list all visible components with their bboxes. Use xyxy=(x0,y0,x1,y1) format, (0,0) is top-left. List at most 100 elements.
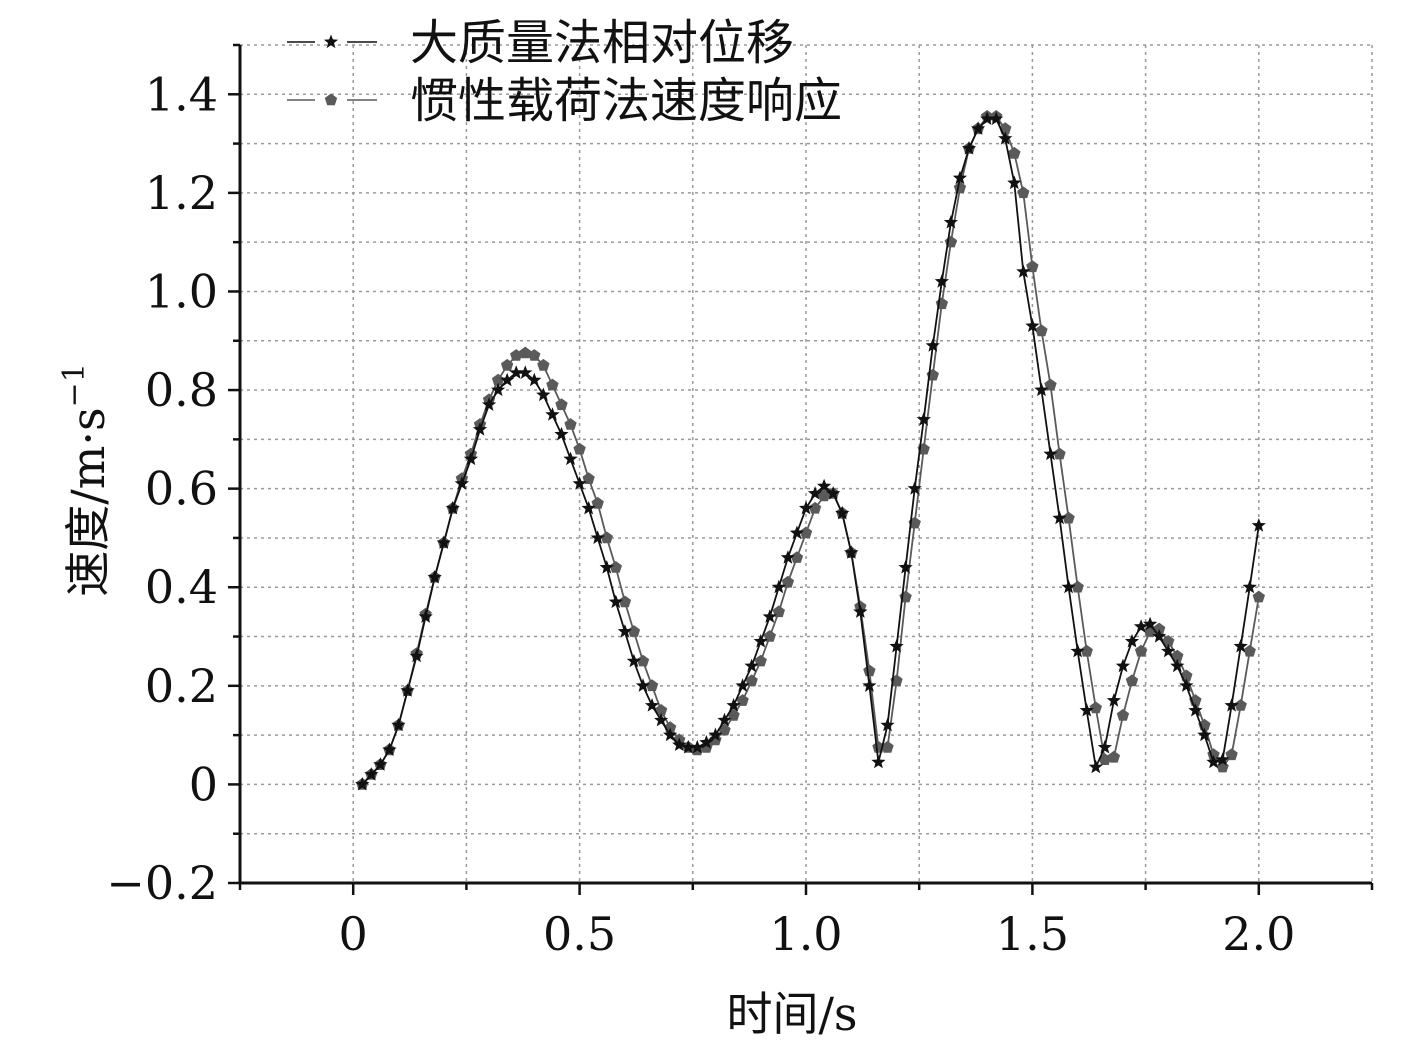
series-2-point xyxy=(763,630,776,642)
series-1-point xyxy=(445,500,460,515)
series-1-point xyxy=(608,594,623,609)
series-1-point xyxy=(454,476,469,490)
legend-label: 惯性载荷法速度响应 xyxy=(410,73,842,129)
series-2-point xyxy=(745,674,758,687)
series-1-point xyxy=(509,365,524,379)
series-1-point xyxy=(889,638,904,653)
series-1 xyxy=(355,111,1266,791)
series-1-point xyxy=(1152,629,1167,643)
series-1-point xyxy=(925,338,940,352)
series-2-point xyxy=(881,740,894,753)
series-1-point xyxy=(780,550,795,564)
series-2-point xyxy=(1089,701,1102,714)
series-1-point xyxy=(1034,382,1049,397)
series-1-point xyxy=(1206,754,1221,769)
y-tick-label: 0.4 xyxy=(145,560,218,614)
series-1-point xyxy=(826,486,841,500)
series-2-point xyxy=(1116,708,1130,721)
series-1-point xyxy=(1242,579,1257,594)
series-1-point xyxy=(599,560,614,574)
series-2-point xyxy=(1026,260,1039,273)
series-1-point xyxy=(817,478,832,493)
series-layer xyxy=(355,110,1266,791)
y-tick-label: 0.6 xyxy=(145,462,218,516)
series-1-point xyxy=(880,717,895,732)
series-1-point xyxy=(1143,616,1158,631)
series-1-point xyxy=(1088,759,1103,774)
series-1-point xyxy=(500,372,515,387)
series-1-point xyxy=(952,170,968,185)
legend-marker xyxy=(324,93,338,106)
series-1-point xyxy=(572,476,587,490)
legend-entry-1: 大质量法相对位移 xyxy=(287,15,794,71)
series-1-point xyxy=(373,757,388,771)
series-1-point xyxy=(409,648,424,663)
x-tick-label: 2.0 xyxy=(1222,907,1295,961)
series-1-point xyxy=(1224,698,1239,712)
series-1-point xyxy=(970,121,986,135)
tick-labels: −0.2 0 0.2 0.4 0.6 0.8 1.0 1.2 1.4 0 0.5 1.0 1.5 2.0 xyxy=(106,67,1295,961)
series-1-point xyxy=(527,372,542,387)
series-2-point xyxy=(1243,644,1256,657)
series-1-point xyxy=(943,215,958,229)
series-1-point xyxy=(590,530,605,544)
series-1-point xyxy=(1097,739,1112,754)
y-axis-label: 速度/m·s−1 xyxy=(57,363,115,597)
y-tick-label: 0.2 xyxy=(145,659,218,713)
legend-marker xyxy=(323,34,339,49)
series-1-point xyxy=(708,727,723,742)
series-2-point xyxy=(781,575,795,588)
series-1-point xyxy=(1115,658,1131,673)
series-1-point xyxy=(798,500,814,515)
series-1-point xyxy=(980,111,995,125)
series-2-point xyxy=(645,679,659,692)
series-2-point xyxy=(1008,146,1021,159)
series-1-point xyxy=(1161,643,1176,658)
series-2-point xyxy=(627,625,641,637)
series-2-point xyxy=(736,694,749,706)
series-1-point xyxy=(835,505,850,520)
series-1-point xyxy=(771,579,786,594)
series-2-point xyxy=(1053,447,1066,460)
series-1-point xyxy=(1079,703,1094,717)
series-1-point xyxy=(1215,752,1230,766)
series-1-point xyxy=(961,141,977,155)
series-1-point xyxy=(463,451,479,466)
series-1-point xyxy=(844,545,859,559)
series-1-point xyxy=(1170,658,1185,673)
series-1-point xyxy=(744,658,759,673)
series-1-point xyxy=(545,407,560,421)
series-1-point xyxy=(491,382,506,397)
series-1-point xyxy=(1251,518,1266,532)
x-tick-label: 0 xyxy=(339,907,368,961)
y-axis-label-base: 速度/m·s xyxy=(61,407,115,596)
series-2-point xyxy=(528,349,541,361)
series-1-point xyxy=(1070,643,1085,658)
series-1-point xyxy=(762,609,777,623)
series-1-point xyxy=(1188,703,1203,717)
series-2-point xyxy=(1080,644,1093,657)
series-1-point xyxy=(391,717,406,732)
series-1-point xyxy=(753,634,768,648)
x-tick-label: 0.5 xyxy=(543,907,616,961)
series-1-point xyxy=(563,451,578,466)
y-tick-label: 0.8 xyxy=(145,363,218,417)
series-2-point xyxy=(1062,511,1075,524)
x-axis-label: 时间/s xyxy=(726,987,857,1041)
series-1-point xyxy=(1106,693,1121,707)
series-1-point xyxy=(1233,638,1248,653)
series-1-point xyxy=(1043,446,1058,461)
series-2-point xyxy=(609,561,622,573)
series-2-point xyxy=(654,704,668,716)
series-2-point xyxy=(618,595,632,608)
series-2-point xyxy=(555,398,568,411)
series-1-point xyxy=(481,397,497,411)
series-2-point xyxy=(1134,644,1148,657)
x-tick-label: 1.5 xyxy=(996,907,1069,961)
series-2-point xyxy=(1044,378,1057,391)
series-1-point xyxy=(1197,727,1212,742)
legend-entry-2: 惯性载荷法速度响应 xyxy=(287,73,842,129)
series-1-point xyxy=(690,739,705,754)
series-2-point xyxy=(1252,590,1265,603)
